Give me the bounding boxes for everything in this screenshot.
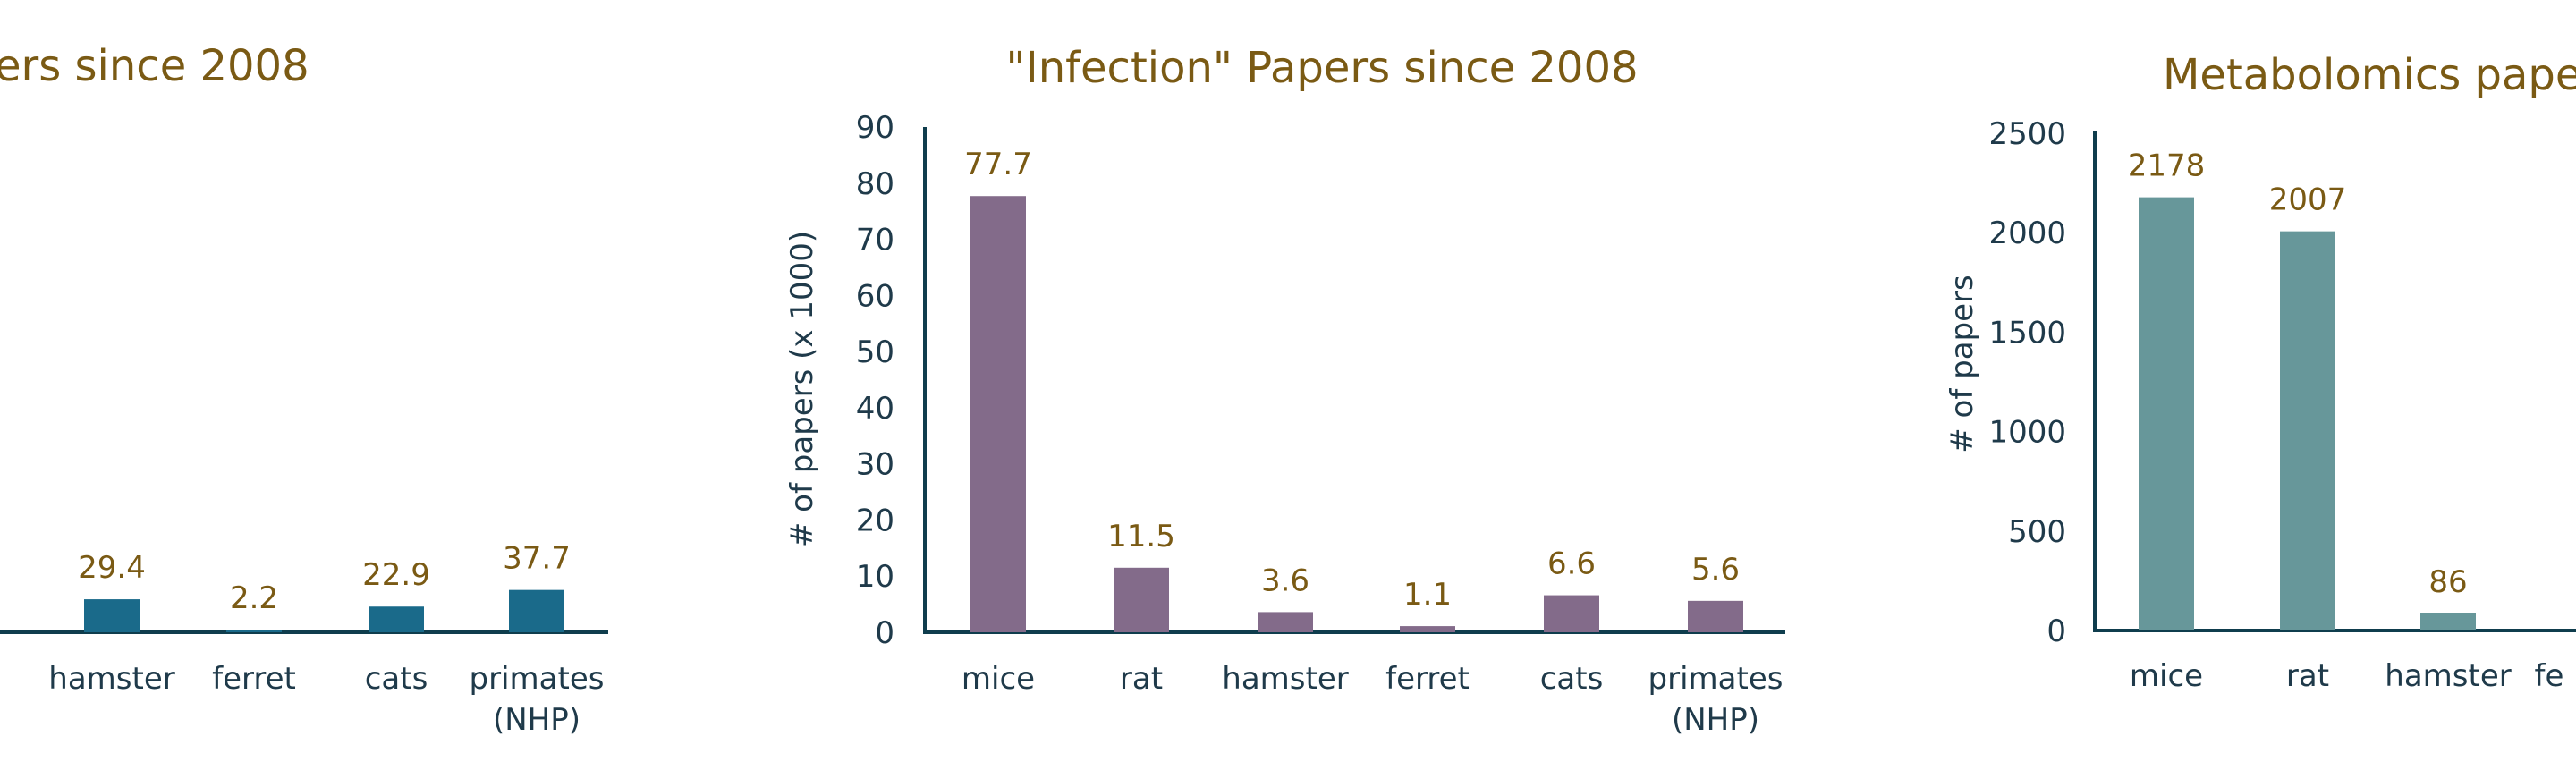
bar-1-3	[369, 606, 424, 632]
data-label-3-0: 2178	[2128, 148, 2206, 184]
y-tick-label-2-5: 50	[856, 334, 894, 370]
bar-1-4	[509, 589, 564, 632]
y-tick-label-2-3: 30	[856, 447, 894, 483]
chart-1-data-labels: 1 29.4 2.2 22.9 37.7	[0, 321, 571, 616]
x-tick-label-3-1: rat	[2286, 658, 2329, 694]
y-tick-label-2-8: 80	[856, 166, 894, 202]
chart-3-x-tick-labels: mice rat hamster fe	[2130, 658, 2564, 694]
data-label-1-1: 29.4	[78, 550, 146, 586]
data-label-1-2: 2.2	[230, 580, 278, 616]
y-tick-label-2-7: 70	[856, 223, 894, 258]
chart-1-bars	[84, 589, 564, 632]
chart-panel-1: ers since 2008 1 29.4 2.2 22.9 37.7 hamster f…	[0, 41, 608, 738]
bar-2-3	[1400, 626, 1455, 632]
chart-3-bars	[2139, 197, 2476, 630]
chart-3-data-labels: 2178 2007 86	[2128, 148, 2468, 600]
y-tick-label-3-3: 1500	[1988, 315, 2066, 351]
bar-2-4	[1544, 595, 1599, 632]
y-tick-label-2-6: 60	[856, 278, 894, 314]
chart-panel-3: Metabolomics paper # of papers 0 500 1000 1…	[1945, 50, 2576, 694]
data-label-2-3: 1.1	[1403, 577, 1452, 613]
y-tick-label-3-1: 500	[2008, 514, 2066, 550]
x-tick-label-3-3: fe	[2535, 658, 2564, 694]
y-tick-label-2-9: 90	[856, 110, 894, 146]
data-label-1-3: 22.9	[362, 557, 430, 593]
y-tick-label-2-1: 10	[856, 559, 894, 595]
x-tick-label-2-0: mice	[962, 661, 1035, 697]
x-tick-label-1-4: primates (NHP)	[470, 661, 605, 738]
chart-1-title: ers since 2008	[0, 41, 309, 91]
bar-2-1	[1114, 567, 1169, 632]
y-tick-label-3-5: 2500	[1988, 116, 2066, 152]
bar-3-2	[2420, 613, 2476, 630]
data-label-2-4: 6.6	[1547, 546, 1596, 582]
chart-2-y-axis-label: # of papers (x 1000)	[784, 231, 820, 547]
chart-2-title: "Infection" Papers since 2008	[1005, 43, 1638, 93]
chart-2-y-tick-labels: 0 10 20 30 40 50 60 70 80 90	[856, 110, 894, 651]
y-tick-label-3-0: 0	[2046, 613, 2066, 649]
chart-3-y-axis-label: # of papers	[1945, 275, 1980, 453]
data-label-3-1: 2007	[2269, 182, 2347, 218]
bar-2-0	[970, 196, 1026, 632]
x-tick-label-1-2: ferret	[212, 661, 296, 697]
y-tick-label-3-4: 2000	[1988, 216, 2066, 251]
x-tick-label-2-2: hamster	[1222, 661, 1348, 697]
chart-3-y-tick-labels: 0 500 1000 1500 2000 2500	[1988, 116, 2066, 649]
y-tick-label-2-0: 0	[875, 615, 894, 651]
data-label-1-0: 1	[0, 321, 1, 357]
bar-2-5	[1688, 600, 1743, 632]
x-tick-label-2-3: ferret	[1385, 661, 1470, 697]
bar-3-0	[2139, 197, 2194, 630]
y-tick-label-3-2: 1000	[1988, 415, 2066, 451]
chart-1-x-tick-labels: hamster ferret cats primates (NHP)	[48, 661, 604, 738]
y-tick-label-2-2: 20	[856, 503, 894, 538]
y-tick-label-2-4: 40	[856, 391, 894, 427]
data-label-3-2: 86	[2428, 564, 2467, 600]
chart-2-x-tick-labels: mice rat hamster ferret cats primates (NHP)	[962, 661, 1784, 738]
chart-2-data-labels: 77.7 11.5 3.6 1.1 6.6 5.6	[964, 147, 1740, 613]
x-tick-label-3-0: mice	[2130, 658, 2203, 694]
x-tick-label-1-1: hamster	[48, 661, 174, 697]
chart-2-bars	[970, 196, 1743, 632]
x-tick-label-2-4: cats	[1540, 661, 1604, 697]
bar-1-1	[84, 599, 140, 632]
data-label-2-2: 3.6	[1261, 563, 1309, 598]
x-tick-label-3-2: hamster	[2385, 658, 2511, 694]
data-label-2-1: 11.5	[1107, 519, 1175, 554]
data-label-1-4: 37.7	[503, 541, 571, 577]
bar-3-1	[2280, 231, 2335, 630]
x-tick-label-1-3: cats	[365, 661, 428, 697]
data-label-2-0: 77.7	[964, 147, 1032, 182]
chart-3-title: Metabolomics paper	[2163, 50, 2576, 100]
bar-2-2	[1258, 612, 1313, 632]
x-tick-label-2-5: primates (NHP)	[1648, 661, 1784, 738]
data-label-2-5: 5.6	[1691, 552, 1740, 588]
bar-1-2	[226, 630, 282, 632]
chart-panel-2: "Infection" Papers since 2008 # of paper…	[784, 43, 1785, 738]
x-tick-label-2-1: rat	[1120, 661, 1163, 697]
